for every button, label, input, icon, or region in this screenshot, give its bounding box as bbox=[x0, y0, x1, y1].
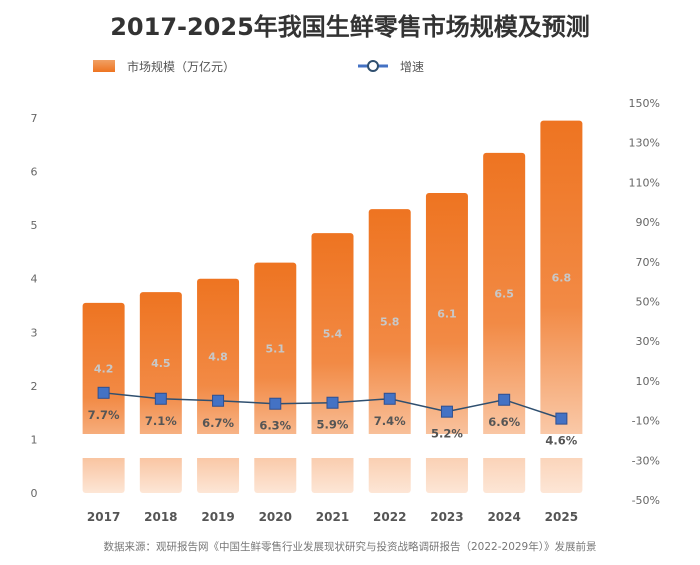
growth-value-label: 5.2% bbox=[431, 427, 463, 441]
bar-value-label: 4.2 bbox=[94, 362, 114, 375]
bar bbox=[139, 292, 182, 493]
legend-swatch-bar bbox=[93, 60, 115, 72]
bar-value-labels: 4.2 4.5 4.8 5.1 5.4 5.8 6.1 6.5 6.8 bbox=[94, 271, 571, 375]
bar-value-label: 5.4 bbox=[323, 328, 343, 341]
growth-value-labels: 7.7% 7.1% 6.7% 6.3% 5.9% 7.4% 5.2% 6.6% 4.6% bbox=[88, 408, 578, 448]
right-tick-label: 90% bbox=[636, 216, 660, 229]
right-tick-label: 130% bbox=[629, 137, 660, 150]
right-tick-label: 110% bbox=[629, 176, 660, 189]
legend-label-growth: 增速 bbox=[400, 60, 424, 74]
bar bbox=[311, 233, 354, 493]
growth-line bbox=[97, 386, 568, 425]
growth-value-label: 7.4% bbox=[374, 414, 406, 428]
bar bbox=[540, 120, 583, 493]
right-tick-label: 30% bbox=[636, 335, 660, 348]
bar-label-band bbox=[310, 434, 355, 458]
left-tick-label: 6 bbox=[31, 166, 38, 179]
right-tick-label: -10% bbox=[632, 415, 660, 428]
bar-label-band bbox=[482, 434, 527, 458]
bar bbox=[483, 152, 526, 494]
x-tick-label: 2024 bbox=[487, 510, 520, 524]
right-tick-label: 10% bbox=[636, 375, 660, 388]
growth-marker bbox=[154, 392, 167, 405]
bar-label-band bbox=[424, 434, 469, 458]
growth-marker bbox=[269, 397, 282, 410]
bar-value-label: 4.8 bbox=[208, 350, 228, 363]
left-tick-label: 3 bbox=[31, 326, 38, 339]
x-tick-label: 2023 bbox=[430, 510, 463, 524]
right-tick-label: -30% bbox=[632, 454, 660, 467]
right-tick-label: -50% bbox=[632, 494, 660, 507]
bar bbox=[197, 278, 240, 493]
x-tick-label: 2017 bbox=[87, 510, 120, 524]
x-tick-label: 2025 bbox=[545, 510, 578, 524]
left-tick-label: 0 bbox=[31, 487, 38, 500]
left-tick-label: 1 bbox=[31, 433, 38, 446]
x-axis: 2017 2018 2019 2020 2021 2022 2023 2024 2025 bbox=[87, 510, 578, 524]
bar bbox=[254, 262, 297, 493]
right-tick-label: 50% bbox=[636, 296, 660, 309]
growth-marker bbox=[326, 396, 339, 409]
bar-value-label: 5.1 bbox=[266, 342, 286, 355]
bar-label-band bbox=[81, 434, 126, 458]
right-tick-label: 150% bbox=[629, 97, 660, 110]
left-tick-label: 2 bbox=[31, 380, 38, 393]
growth-value-label: 7.1% bbox=[145, 414, 177, 428]
bar-label-band bbox=[367, 434, 412, 458]
bar-value-label: 6.5 bbox=[494, 287, 514, 300]
growth-marker bbox=[555, 412, 568, 425]
bar-value-label: 4.5 bbox=[151, 357, 171, 370]
bar-value-label: 6.1 bbox=[437, 308, 457, 321]
bar-value-label: 6.8 bbox=[552, 271, 572, 284]
legend: 市场规模（万亿元） 增速 bbox=[93, 59, 424, 74]
growth-value-label: 7.7% bbox=[88, 408, 120, 422]
growth-marker bbox=[498, 393, 511, 406]
bar-label-band bbox=[138, 434, 183, 458]
x-tick-label: 2020 bbox=[259, 510, 292, 524]
bar-label-band bbox=[253, 434, 298, 458]
growth-value-label: 4.6% bbox=[545, 434, 577, 448]
bar bbox=[425, 193, 468, 493]
bar-value-label: 5.8 bbox=[380, 316, 400, 329]
chart-title: 2017-2025年我国生鲜零售市场规模及预测 bbox=[110, 13, 590, 41]
x-tick-label: 2019 bbox=[201, 510, 234, 524]
growth-value-label: 6.3% bbox=[259, 419, 291, 433]
bar bbox=[368, 209, 411, 494]
growth-marker bbox=[440, 405, 453, 418]
legend-marker-growth bbox=[367, 60, 379, 72]
bar-label-band bbox=[539, 434, 584, 458]
bar-label-band bbox=[196, 434, 241, 458]
left-tick-label: 4 bbox=[31, 273, 38, 286]
left-axis: 0 1 2 3 4 5 6 7 bbox=[31, 112, 38, 500]
growth-marker bbox=[383, 392, 396, 405]
growth-value-label: 6.6% bbox=[488, 415, 520, 429]
x-tick-label: 2018 bbox=[144, 510, 177, 524]
bars bbox=[81, 120, 584, 494]
source-note: 数据来源：观研报告网《中国生鲜零售行业发展现状研究与投资战略调研报告（2022-… bbox=[104, 540, 597, 553]
x-tick-label: 2022 bbox=[373, 510, 406, 524]
right-tick-label: 70% bbox=[636, 256, 660, 269]
growth-marker bbox=[97, 386, 110, 399]
legend-label-bar: 市场规模（万亿元） bbox=[127, 59, 235, 74]
left-tick-label: 7 bbox=[31, 112, 38, 125]
x-tick-label: 2021 bbox=[316, 510, 349, 524]
growth-value-label: 6.7% bbox=[202, 416, 234, 430]
growth-marker bbox=[212, 394, 225, 407]
left-tick-label: 5 bbox=[31, 219, 38, 232]
growth-value-label: 5.9% bbox=[317, 418, 349, 432]
right-axis: -50% -30% -10% 10% 30% 50% 70% 90% 110% 130% 150% bbox=[629, 97, 660, 507]
